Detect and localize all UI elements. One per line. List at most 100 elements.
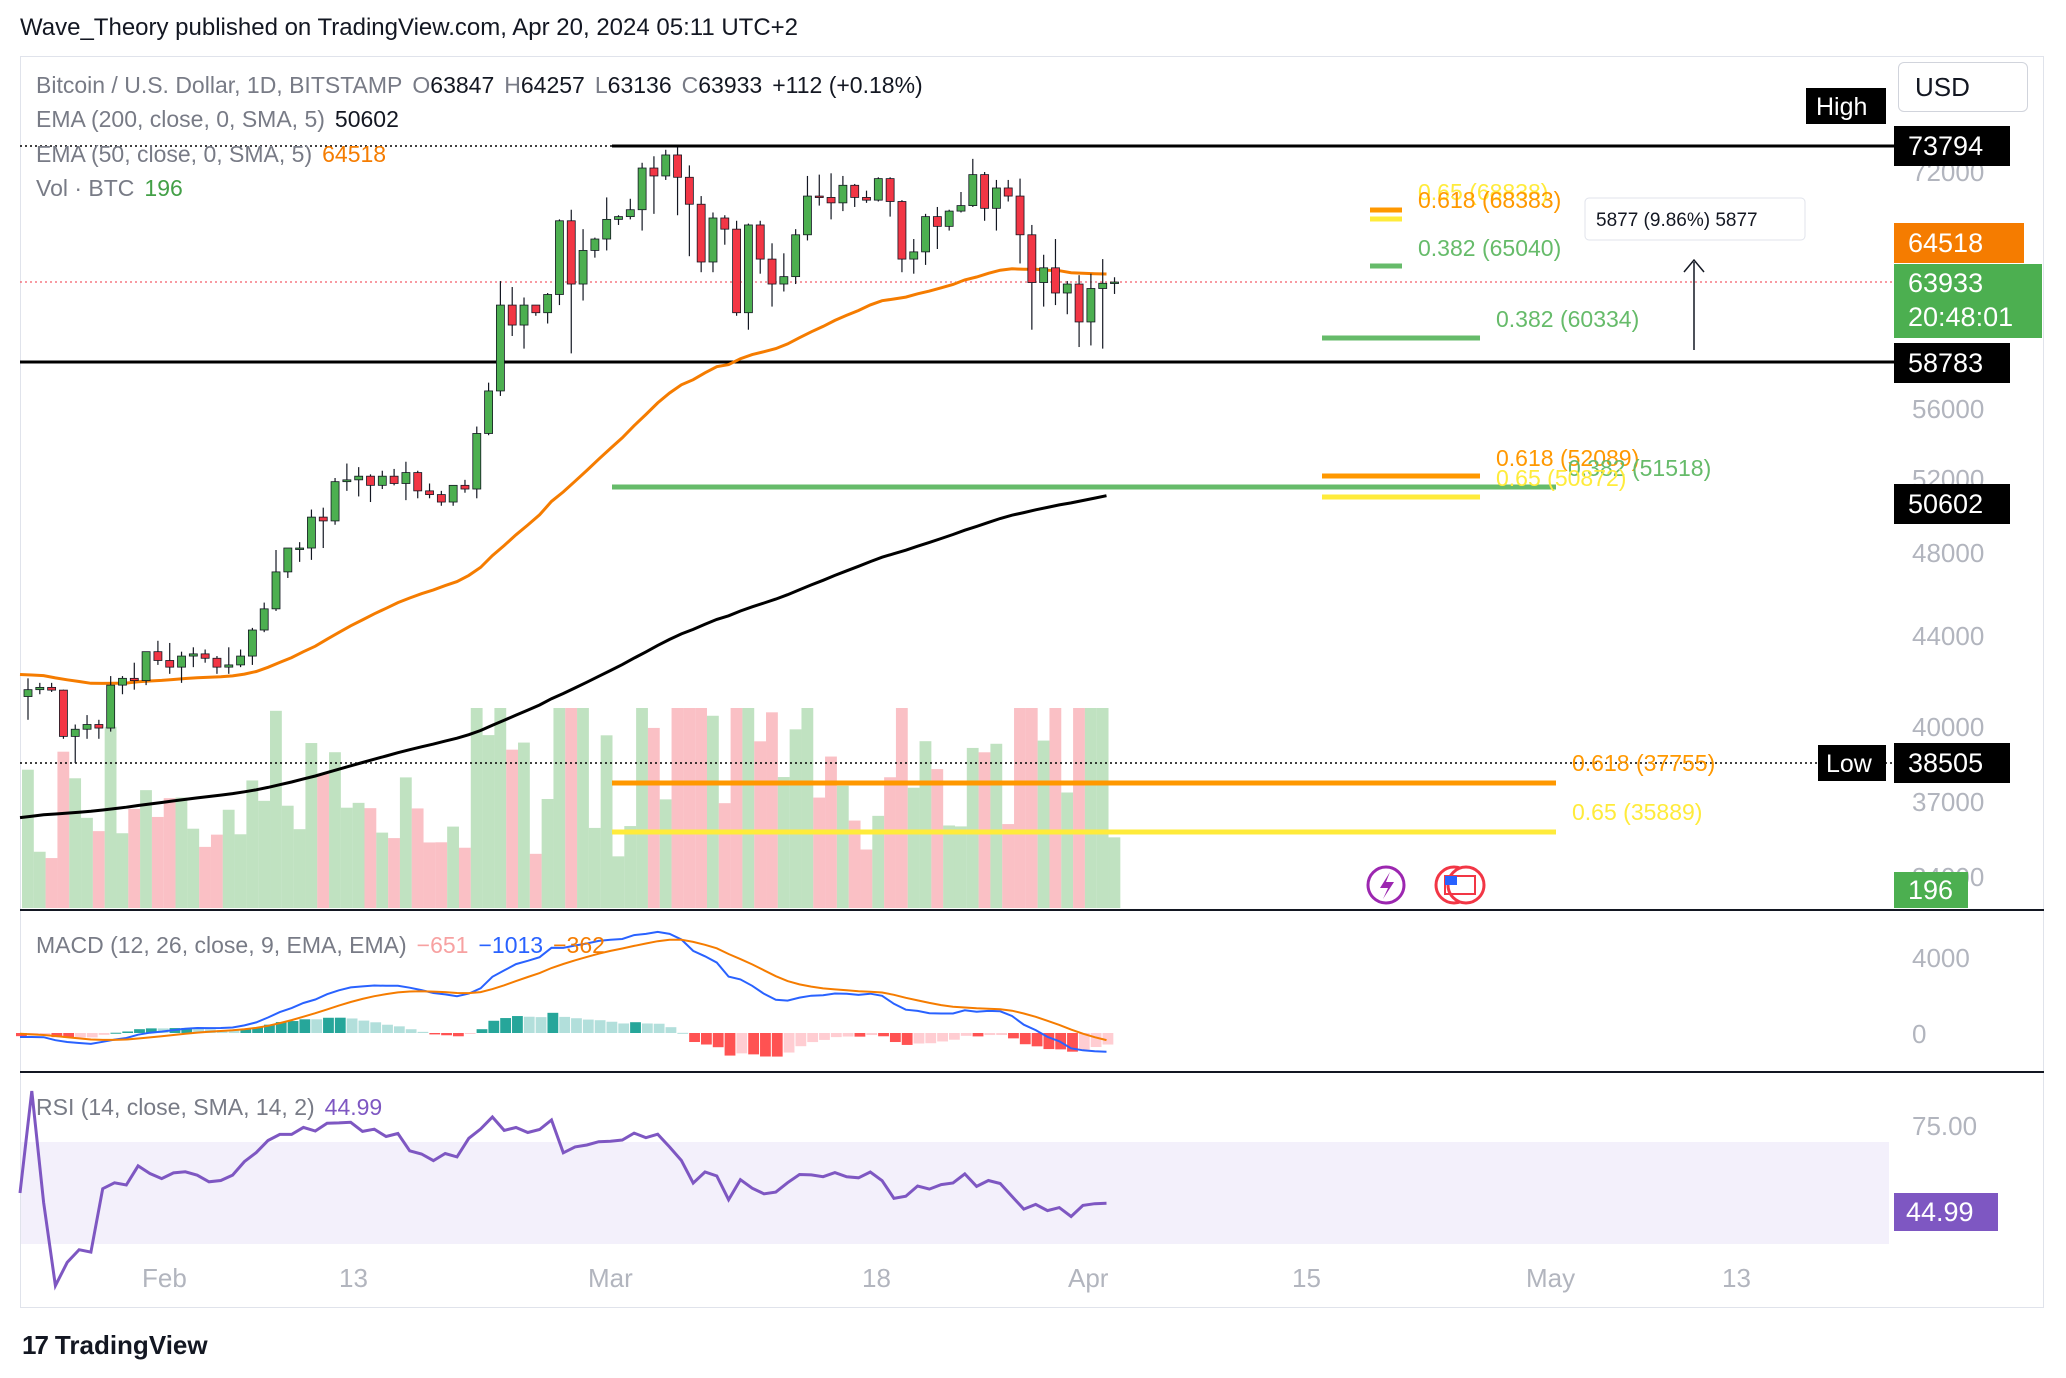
low-tag-label: Low <box>1826 750 1873 778</box>
macd-histogram-bar <box>452 1033 464 1037</box>
volume-bar <box>612 856 625 908</box>
ema200-line <box>19 494 1107 820</box>
macd-histogram-bar <box>134 1029 145 1033</box>
macd-layer <box>16 930 1114 1057</box>
ema50-legend[interactable]: EMA (50, close, 0, SMA, 5) 64518 <box>36 141 396 168</box>
macd-histogram-bar <box>1090 1033 1102 1048</box>
volume-legend-value: 196 <box>144 175 183 201</box>
candle-body <box>1051 267 1060 294</box>
candle-body <box>649 167 659 177</box>
candle-body <box>259 608 269 631</box>
high-value: 64257 <box>520 72 585 98</box>
macd-histogram-bar <box>842 1033 854 1037</box>
macd-histogram-bar <box>559 1016 571 1033</box>
candle-body <box>732 228 741 314</box>
macd-histogram-bar <box>677 1032 689 1034</box>
ema50-tag-box <box>1894 223 2024 263</box>
volume-bar <box>884 777 896 908</box>
macd-tick: 0 <box>1912 1019 1926 1049</box>
candle-body <box>708 217 718 263</box>
fib-label-0618-upper: 0.618 (68383) <box>1418 187 1561 213</box>
macd-histogram-bar <box>181 1027 193 1033</box>
volume-bar <box>222 809 235 908</box>
candle-body <box>507 304 517 326</box>
high-value-box <box>1894 126 2010 166</box>
volume-bar <box>931 769 944 908</box>
time-label: 13 <box>339 1263 368 1293</box>
macd-histogram-bar <box>984 1033 996 1036</box>
macd-histogram-bar <box>1043 1033 1055 1050</box>
candle-body <box>1074 283 1084 323</box>
candle-body <box>141 651 151 681</box>
candle-body <box>661 154 671 177</box>
macd-histogram-bar <box>488 1020 500 1033</box>
volume-bar <box>340 807 353 908</box>
ema200-tag: 50602 <box>1908 489 1983 519</box>
candle-body <box>519 304 529 326</box>
volume-bar <box>754 741 767 908</box>
ema50-legend-label: EMA (50, close, 0, SMA, 5) <box>36 141 313 167</box>
volume-bar <box>364 808 377 908</box>
candle-body <box>1027 234 1037 283</box>
low-value: 63136 <box>607 72 672 98</box>
price-tick: 48000 <box>1912 538 1984 568</box>
price-tick: 37000 <box>1912 787 1984 817</box>
volume-bar <box>293 829 306 908</box>
candle-body <box>460 484 470 490</box>
candle-body <box>779 276 789 285</box>
volume-bar <box>352 802 365 908</box>
macd-histogram-bar <box>512 1016 523 1033</box>
volume-bar <box>22 769 34 908</box>
volume-legend[interactable]: Vol · BTC 196 <box>36 175 193 202</box>
candle-body <box>803 195 812 236</box>
candle-body <box>720 217 730 230</box>
macd-histogram-bar <box>606 1021 618 1033</box>
publish-line: Wave_Theory published on TradingView.com… <box>20 14 799 41</box>
candle-body <box>873 178 883 201</box>
candle-body <box>401 472 411 484</box>
rsi-legend[interactable]: RSI (14, close, SMA, 14, 2) 44.99 <box>36 1094 392 1121</box>
tradingview-logo-text: TradingView <box>54 1330 208 1360</box>
candle-body <box>224 664 234 668</box>
volume-bar <box>553 708 566 908</box>
macd-histogram-bar <box>795 1033 807 1047</box>
macd-tick: 4000 <box>1912 943 1970 973</box>
macd-histogram-bar <box>110 1032 122 1034</box>
volume-bar <box>577 708 589 908</box>
candle-body <box>578 250 588 285</box>
macd-line <box>20 930 1107 1053</box>
ema200-legend[interactable]: EMA (200, close, 0, SMA, 5) 50602 <box>36 106 409 133</box>
level-58783-tag: 58783 <box>1908 348 1983 378</box>
macd-histogram-bar <box>948 1033 960 1040</box>
volume-bar <box>435 842 448 908</box>
volume-bar <box>140 790 152 908</box>
candle-body <box>1003 187 1013 197</box>
countdown-tag: 20:48:01 <box>1908 302 2013 332</box>
macd-histogram-bar <box>252 1027 264 1033</box>
tradingview-logo-icon: 17 <box>22 1330 49 1360</box>
tradingview-logo[interactable]: 17 TradingView <box>22 1330 208 1361</box>
macd-histogram-bar <box>535 1017 547 1033</box>
volume-layer <box>22 708 1121 908</box>
candle-body <box>980 174 990 209</box>
candle-layer <box>23 147 1119 763</box>
currency-button[interactable]: USD <box>1898 62 2028 112</box>
macd-legend[interactable]: MACD (12, 26, close, 9, EMA, EMA) −651 −10… <box>36 932 615 959</box>
macd-histogram-bar <box>122 1031 134 1033</box>
macd-histogram-bar <box>39 1033 51 1036</box>
macd-histogram-bar <box>665 1027 677 1033</box>
volume-bar <box>470 708 483 908</box>
candle-body <box>47 686 57 691</box>
volume-bar <box>954 826 967 908</box>
volume-bar <box>423 842 436 908</box>
fib-label-0382-lower: 0.382 (51518) <box>1568 455 1711 481</box>
volume-bar <box>777 777 790 908</box>
volume-bar <box>518 742 530 908</box>
volume-bar <box>447 826 459 908</box>
macd-histogram-bar <box>1008 1033 1019 1039</box>
candle-body <box>543 294 553 314</box>
volume-bar <box>1084 708 1097 908</box>
volume-bar <box>624 826 637 908</box>
candle-body <box>188 653 198 657</box>
